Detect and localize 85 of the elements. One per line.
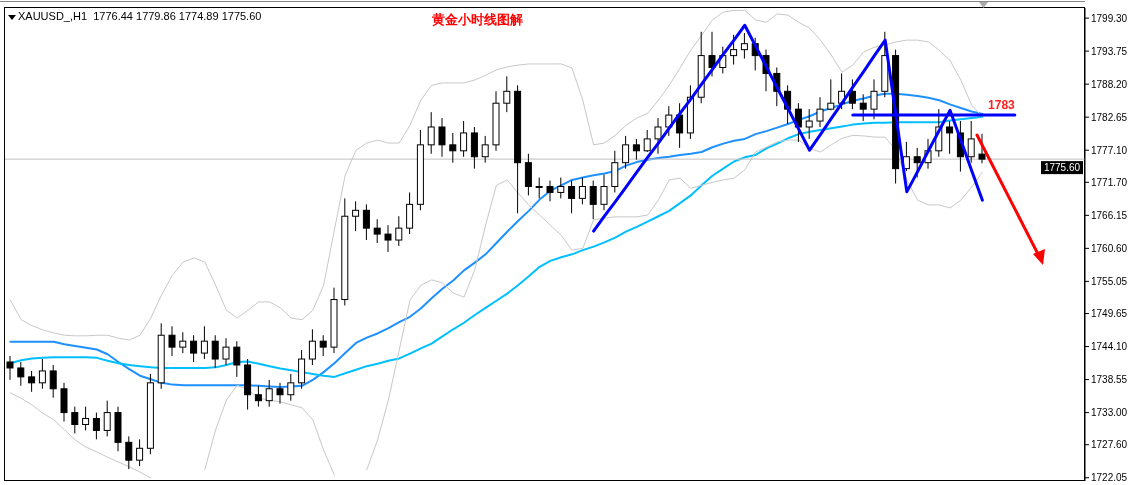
candlestick: [92, 412, 100, 440]
candlestick: [827, 78, 835, 111]
candlestick: [406, 191, 414, 235]
candlestick: [427, 111, 435, 155]
candlestick: [470, 126, 478, 170]
y-tick-label: 1722.05: [1091, 472, 1128, 484]
candlestick: [708, 31, 716, 77]
candlestick: [870, 78, 878, 120]
candlestick: [632, 138, 640, 161]
candlestick: [546, 180, 554, 202]
candlestick: [384, 224, 392, 253]
candlestick: [373, 218, 381, 244]
y-tick-label: 1782.65: [1091, 111, 1128, 123]
candlestick: [848, 78, 856, 110]
candlestick: [179, 331, 187, 354]
candlestick: [395, 215, 403, 247]
candlestick: [967, 120, 975, 164]
candlestick: [200, 325, 208, 360]
candlestick: [816, 96, 824, 128]
y-tick-label: 1744.10: [1091, 341, 1128, 353]
candlestick: [125, 435, 133, 470]
y-tick-label: 1733.00: [1091, 407, 1128, 419]
candlestick: [665, 105, 673, 137]
y-tick-label: 1727.60: [1091, 439, 1128, 451]
y-tick-label: 1777.10: [1091, 144, 1128, 156]
ref-line-label: 1775.60: [1043, 162, 1081, 174]
y-tick-label: 1788.20: [1091, 78, 1128, 90]
series-label: 1783: [988, 98, 1016, 113]
candlestick: [535, 177, 543, 199]
y-tick-label: 1771.70: [1091, 176, 1128, 188]
candlestick: [319, 334, 327, 357]
candlestick: [308, 328, 316, 366]
candlestick: [233, 340, 241, 378]
candlestick: [71, 406, 79, 434]
y-tick-label: 1793.75: [1091, 45, 1128, 57]
candlestick: [524, 153, 532, 196]
candlestick: [276, 382, 284, 405]
candlestick: [60, 382, 68, 422]
candlestick: [946, 120, 954, 155]
candlestick: [38, 358, 46, 390]
candlestick: [254, 385, 262, 408]
candlestick: [28, 370, 36, 393]
candlestick: [589, 180, 597, 220]
candlestick: [730, 34, 738, 66]
candlestick: [568, 180, 576, 214]
candlestick: [643, 129, 651, 153]
candlestick: [578, 177, 586, 205]
candlestick: [913, 147, 921, 179]
candlestick: [481, 135, 489, 164]
candlestick: [211, 334, 219, 369]
candlestick: [449, 132, 457, 164]
candlestick: [611, 150, 619, 193]
candlestick: [460, 120, 468, 158]
y-tick-label: 1749.65: [1091, 308, 1128, 320]
candlestick: [82, 406, 90, 431]
candlestick: [17, 361, 25, 387]
candlestick: [362, 203, 370, 241]
candlestick: [265, 379, 273, 408]
candlestick: [49, 364, 57, 399]
candlestick: [190, 334, 198, 363]
y-tick-label: 1799.30: [1091, 12, 1128, 24]
candlestick: [298, 349, 306, 390]
y-tick-label: 1766.15: [1091, 209, 1128, 221]
candlestick: [168, 325, 176, 357]
y-tick-label: 1755.05: [1091, 275, 1128, 287]
candlestick: [654, 117, 662, 155]
candlestick: [103, 400, 111, 437]
candlestick: [859, 93, 867, 122]
candlestick: [600, 174, 608, 211]
candlestick: [438, 117, 446, 158]
y-tick-label: 1738.55: [1091, 374, 1128, 386]
candlestick: [352, 200, 360, 232]
y-tick-label: 1760.60: [1091, 242, 1128, 254]
candlestick: [503, 75, 511, 113]
chart-subtitle: XAUUSD_,H1 1776.44 1779.86 1774.89 1775.60: [18, 10, 262, 22]
chart-title: 黄金小时线图解: [432, 11, 523, 29]
candlestick: [136, 438, 144, 467]
candlestick: [557, 177, 565, 199]
candlestick: [805, 108, 813, 140]
candlestick: [676, 102, 684, 149]
candlestick: [222, 337, 230, 366]
candlestick: [622, 135, 630, 170]
candlestick: [287, 373, 295, 402]
candlestick: [740, 32, 748, 60]
candlestick: [978, 133, 986, 164]
